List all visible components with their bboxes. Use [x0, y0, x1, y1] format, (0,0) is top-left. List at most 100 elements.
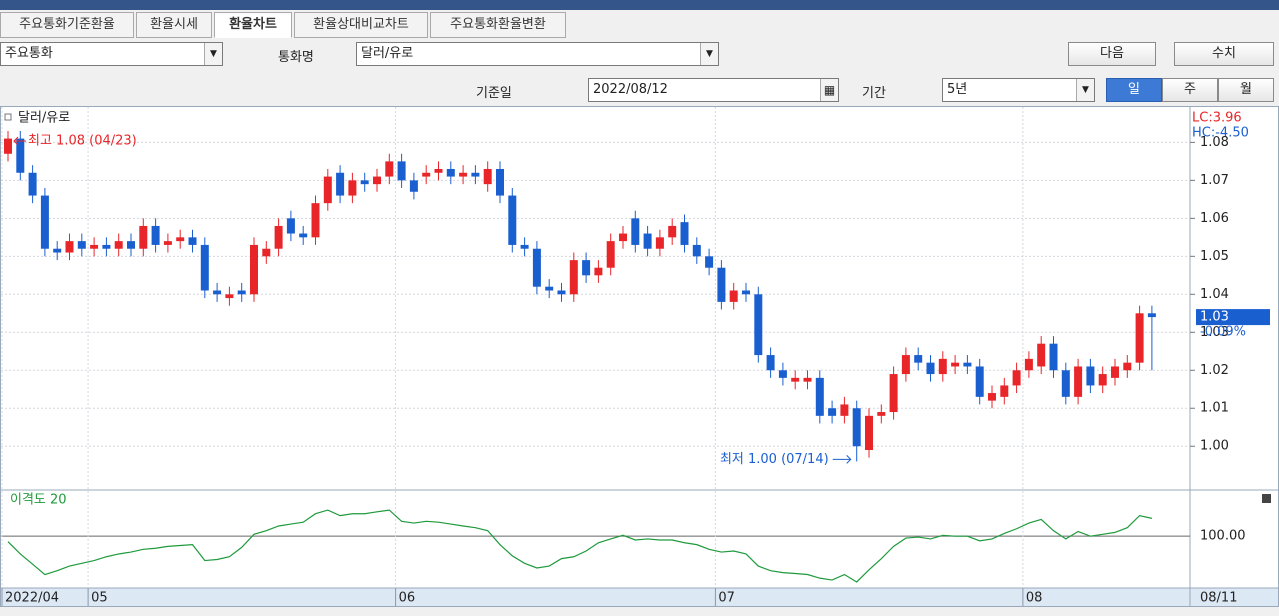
period-label: 기간	[862, 86, 886, 101]
candle-body	[323, 176, 332, 204]
candle-body	[594, 267, 603, 276]
chart-frame	[0, 106, 1279, 607]
lc-label: LC:3.96	[1192, 111, 1242, 126]
candle-body	[1024, 358, 1033, 371]
candle-body	[274, 225, 283, 249]
candle-body	[237, 290, 246, 295]
candle-body	[545, 286, 554, 291]
tab[interactable]: 환율시세	[136, 12, 212, 38]
candle-body	[360, 180, 369, 185]
candle-body	[1037, 343, 1046, 367]
values-button[interactable]: 수치	[1174, 42, 1274, 66]
candle-body	[889, 374, 898, 413]
candle-body	[496, 168, 504, 196]
candle-body	[299, 233, 308, 238]
legend-label: 달러/유로	[18, 111, 70, 126]
candle-body	[914, 355, 923, 363]
candle-body	[446, 168, 455, 177]
candle-body	[1135, 313, 1144, 363]
candle-body	[557, 290, 566, 295]
candle-body	[803, 377, 812, 382]
calendar-icon: ▦	[820, 79, 838, 101]
candle-body	[1111, 366, 1119, 378]
legend-box	[4, 113, 12, 121]
last-price-box	[1196, 309, 1270, 326]
group-select[interactable]: 주요통화 ▼	[0, 42, 223, 66]
candle-body	[311, 203, 320, 238]
candle-body	[877, 412, 886, 416]
candle-body	[1049, 343, 1058, 371]
candle-body	[631, 218, 640, 245]
end-date-label: 08/11	[1200, 591, 1237, 606]
candle-body	[840, 404, 849, 416]
candle-body	[77, 241, 86, 249]
candle-body	[619, 233, 627, 242]
candle-body	[1123, 362, 1132, 371]
candle-body	[852, 408, 861, 447]
x-tick-label: 07	[718, 591, 735, 606]
indicator-line	[7, 509, 1153, 583]
next-button[interactable]: 다음	[1068, 42, 1156, 66]
candle-body	[865, 415, 873, 451]
tab[interactable]: 주요통화환율변환	[430, 12, 566, 38]
candle-body	[409, 180, 418, 192]
candle-body	[471, 172, 480, 177]
currency-label: 통화명	[278, 50, 314, 65]
candle-body	[828, 408, 837, 416]
y2-tick-label: 100.00	[1200, 529, 1246, 544]
high-arrow	[13, 136, 26, 146]
hc-label: HC:-4.50	[1192, 126, 1249, 141]
change-label: -0.09%	[1200, 325, 1246, 340]
select-text: 5년	[947, 82, 968, 97]
tab-active[interactable]: 환율차트	[214, 12, 292, 38]
candle-body	[422, 172, 431, 177]
candle-body	[90, 244, 99, 249]
candle-body	[385, 161, 394, 177]
candle-body	[926, 362, 935, 375]
candle-body	[397, 161, 406, 181]
tab[interactable]: 주요통화기준환율	[0, 12, 134, 38]
high-annotation: 최고 1.08 (04/23)	[28, 133, 137, 148]
candle-body	[163, 241, 172, 245]
y-tick-label: 1.07	[1200, 173, 1229, 188]
candle-body	[139, 225, 148, 249]
candle-body	[336, 172, 345, 196]
period-select[interactable]: 5년 ▼	[942, 78, 1095, 102]
candle-body	[1086, 366, 1095, 386]
candle-body	[643, 233, 652, 249]
candle-body	[766, 355, 775, 371]
candle-body	[114, 241, 123, 249]
y-tick-label: 1.06	[1200, 211, 1229, 226]
candle-body	[176, 237, 185, 242]
x-tick-label: 08	[1026, 591, 1043, 606]
candle-body	[459, 172, 468, 177]
panel-button[interactable]	[1262, 494, 1271, 503]
y-tick-label: 1.05	[1200, 249, 1229, 264]
candle-body	[582, 260, 591, 276]
y-tick-label: 1.00	[1200, 439, 1229, 454]
candle-body	[606, 241, 615, 268]
candle-body	[28, 172, 37, 196]
candle-body	[53, 248, 62, 253]
x-tick-label: 06	[399, 591, 416, 606]
week-button[interactable]: 주	[1162, 78, 1218, 102]
y-tick-label: 1.04	[1200, 287, 1229, 302]
candle-body	[692, 244, 701, 257]
candle-body	[680, 222, 689, 245]
currency-select[interactable]: 달러/유로 ▼	[356, 42, 719, 66]
candle-body	[102, 244, 111, 249]
candle-body	[40, 195, 49, 249]
candle-body	[938, 358, 947, 375]
tab[interactable]: 환율상대비교차트	[294, 12, 428, 38]
low-annotation: 최저 1.00 (07/14)	[720, 452, 829, 467]
month-button[interactable]: 월	[1218, 78, 1274, 102]
candle-body	[262, 248, 271, 257]
candle-body	[815, 377, 824, 416]
candle-body	[200, 244, 209, 291]
select-text: 주요통화	[5, 46, 53, 61]
y-tick-label: 1.03	[1200, 325, 1229, 340]
day-button[interactable]: 일	[1106, 78, 1162, 102]
date-input[interactable]: 2022/08/12 ▦	[588, 78, 839, 102]
